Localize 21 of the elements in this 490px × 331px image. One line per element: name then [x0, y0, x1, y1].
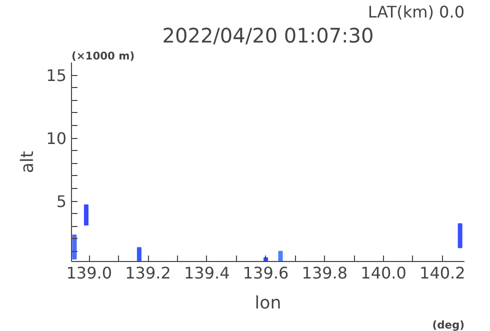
x-axis-title: lon	[254, 294, 282, 314]
chart-title: 2022/04/20 01:07:30	[162, 24, 374, 48]
bar	[84, 204, 88, 226]
y-tick-label: 5	[56, 192, 67, 212]
x-tick-label: 139.2	[125, 264, 171, 282]
bar	[72, 234, 77, 260]
x-tick-label: 139.8	[302, 264, 348, 282]
text: (×1000 m)	[72, 50, 135, 62]
y-tick-label: 10	[46, 129, 66, 148]
x-tick-label: 140.0	[360, 264, 406, 282]
x-tick-label: 139.0	[66, 264, 112, 282]
bar	[136, 247, 142, 262]
text: (deg)	[432, 318, 465, 331]
y-tick-label: 15	[46, 66, 66, 86]
text: LAT(km) 0.0	[368, 2, 464, 22]
x-tick-label: 139.6	[242, 264, 289, 282]
bar	[278, 250, 283, 262]
x-tick-label: 140.2	[420, 264, 466, 282]
bar	[458, 223, 462, 248]
y-axis-title: alt	[18, 150, 38, 174]
x-tick-label: 139.4	[184, 264, 230, 282]
